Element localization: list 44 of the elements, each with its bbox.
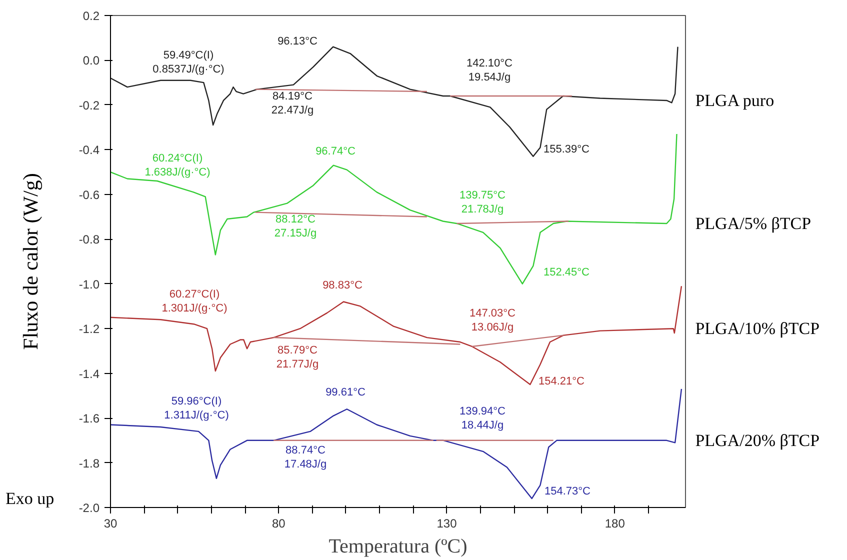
y-tick-label: -1.8 [78, 456, 100, 470]
y-tick-label: 0.0 [82, 54, 100, 68]
y-tick-label: -0.4 [78, 143, 100, 158]
text: Exo up [6, 489, 54, 508]
annotation: 139.75°C 21.78J/g [460, 189, 506, 216]
y-tick-label: -2.0 [78, 501, 100, 515]
annotation: 88.12°C 27.15J/g [274, 213, 317, 240]
y-tick-label: -1.2 [78, 322, 100, 336]
x-tick-label: 30 [104, 516, 118, 530]
y-tick-label: -0.6 [78, 188, 100, 202]
annotation: 96.13°C [278, 36, 318, 48]
annotation: 59.49°C(I) 0.8537J/(g·°C) [152, 49, 224, 76]
x-axis-title: Temperatura (ºC) [328, 536, 468, 558]
annotation: 142.10°C 19.54J/g [466, 57, 513, 84]
y-tick-label: -0.2 [78, 98, 100, 112]
annotation: 60.27°C(I) 1.301J/(g·°C) [162, 288, 228, 315]
annotation: 60.24°C(I) 1.638J/(g·°C) [144, 152, 210, 179]
y-tick-label: -1.4 [78, 366, 100, 381]
annotation: 152.45°C [544, 266, 590, 278]
annotation: 96.74°C [316, 146, 356, 158]
series-label: PLGA/10% βTCP [695, 319, 820, 338]
annotation: 88.74°C 17.48J/g [284, 444, 327, 471]
annotation: 147.03°C 13.06J/g [470, 307, 516, 334]
annotation: 98.83°C [322, 280, 362, 292]
y-tick-label: -1.6 [78, 412, 100, 426]
annotation: 85.79°C 21.77J/g [276, 344, 319, 371]
annotation: 99.61°C [326, 386, 366, 398]
line-series [110, 388, 682, 500]
annotation: 59.96°C(I) 1.311J/(g·°C) [164, 395, 229, 422]
annotation: 84.19°C 22.47J/g [271, 90, 314, 117]
annotation: 154.73°C [544, 486, 591, 498]
series-label: PLGA puro [695, 90, 774, 110]
series-label: PLGA/20% βTCP [695, 430, 820, 450]
y-tick-label: -0.8 [78, 232, 100, 247]
annotation: 139.94°C 18.44J/g [460, 405, 506, 432]
x-tick-label: 130 [436, 516, 458, 530]
annotation: 155.39°C [544, 144, 590, 156]
series-label: PLGA/5% βTCP [695, 214, 812, 233]
annotation: 154.21°C [538, 376, 585, 388]
y-tick-label: -1.0 [78, 277, 100, 292]
y-tick-label: 0.2 [82, 9, 100, 23]
y-axis-title: Fluxo de calor (W/g) [18, 173, 42, 350]
x-tick-label: 80 [272, 516, 286, 530]
x-tick-label: 180 [604, 516, 626, 530]
